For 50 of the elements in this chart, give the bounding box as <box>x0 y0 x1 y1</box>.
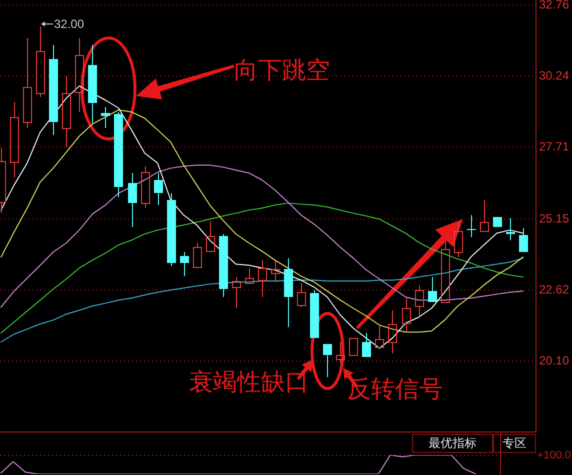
candlestick <box>402 296 411 333</box>
candlestick <box>193 242 202 268</box>
y-tick-label: 22.62 <box>539 282 570 297</box>
candlestick <box>506 217 515 241</box>
y-tick-label: 30.24 <box>539 68 570 82</box>
candlestick <box>141 166 150 209</box>
candlestick <box>284 258 293 328</box>
candlestick <box>88 44 97 124</box>
candlestick <box>493 217 502 227</box>
candlestick <box>441 242 450 303</box>
candlestick <box>467 214 476 238</box>
candlestick <box>23 37 32 128</box>
candlestick <box>349 338 358 356</box>
annotation: 向下跳空 <box>234 56 330 84</box>
candlestick <box>128 172 137 228</box>
candlestick <box>362 332 371 357</box>
candlestick <box>114 111 123 198</box>
candlestick <box>271 260 280 283</box>
candlestick <box>10 102 19 178</box>
candlestick <box>36 26 45 98</box>
annotation: 衰竭性缺口 <box>189 368 309 396</box>
candlestick <box>297 282 306 308</box>
candlestick <box>62 75 71 148</box>
candlestick <box>388 310 397 354</box>
candlestick <box>206 220 215 252</box>
candlestick <box>336 342 345 364</box>
candlestick <box>323 344 332 378</box>
ref-line-label: +100.0 <box>537 450 571 462</box>
candlestick <box>415 284 424 317</box>
candlestick <box>310 289 319 338</box>
candlestick <box>428 276 437 302</box>
candlestick <box>454 222 463 258</box>
y-tick-label: 32.76 <box>539 0 570 12</box>
candlestick <box>375 324 384 348</box>
candlestick <box>519 228 528 252</box>
candlestick <box>49 44 58 136</box>
candlestick <box>258 260 267 298</box>
candlestick <box>232 276 241 309</box>
candlestick <box>245 268 254 284</box>
y-tick-label: 20.10 <box>539 353 570 368</box>
candlestick <box>180 252 189 277</box>
y-tick-label: 25.15 <box>539 211 570 226</box>
candlestick <box>480 199 489 232</box>
candlestick <box>167 192 176 267</box>
candlestick <box>219 234 228 298</box>
candlestick <box>101 106 110 128</box>
candlestick <box>75 37 84 112</box>
y-tick-label: 27.71 <box>539 139 570 154</box>
annotation: 32.00 <box>54 17 84 31</box>
candlestick <box>154 172 163 206</box>
